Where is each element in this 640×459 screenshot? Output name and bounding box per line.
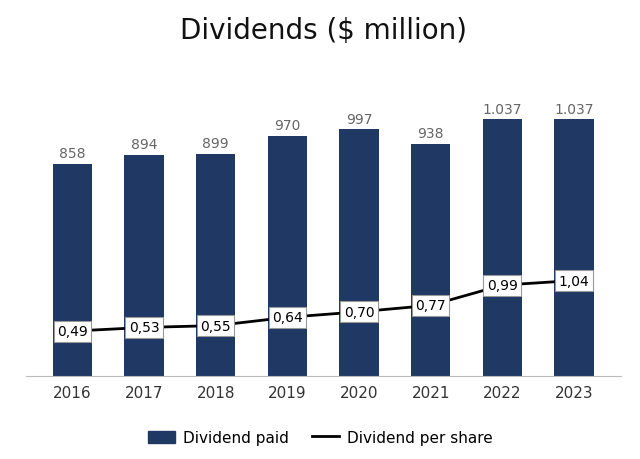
Text: 0,49: 0,49 bbox=[57, 325, 88, 338]
Bar bbox=[268, 137, 307, 376]
Text: 1,04: 1,04 bbox=[559, 274, 589, 288]
Bar bbox=[52, 164, 92, 376]
Text: 0,53: 0,53 bbox=[129, 321, 159, 335]
Bar bbox=[483, 120, 522, 376]
Text: 0,64: 0,64 bbox=[272, 311, 303, 325]
Title: Dividends ($ million): Dividends ($ million) bbox=[180, 17, 467, 45]
Text: 0,99: 0,99 bbox=[487, 279, 518, 292]
Bar bbox=[411, 145, 451, 376]
Bar bbox=[124, 156, 164, 376]
Bar bbox=[554, 120, 594, 376]
Bar bbox=[339, 130, 379, 376]
Text: 1.037: 1.037 bbox=[554, 102, 594, 117]
Bar bbox=[196, 154, 236, 376]
Text: 0,77: 0,77 bbox=[415, 299, 446, 313]
Text: 0,70: 0,70 bbox=[344, 305, 374, 319]
Legend: Dividend paid, Dividend per share: Dividend paid, Dividend per share bbox=[141, 424, 499, 451]
Text: 1.037: 1.037 bbox=[483, 102, 522, 117]
Text: 894: 894 bbox=[131, 138, 157, 152]
Text: 858: 858 bbox=[59, 146, 86, 161]
Text: 938: 938 bbox=[417, 127, 444, 141]
Text: 997: 997 bbox=[346, 112, 372, 126]
Text: 0,55: 0,55 bbox=[200, 319, 231, 333]
Text: 970: 970 bbox=[274, 119, 301, 133]
Text: 899: 899 bbox=[202, 136, 229, 151]
